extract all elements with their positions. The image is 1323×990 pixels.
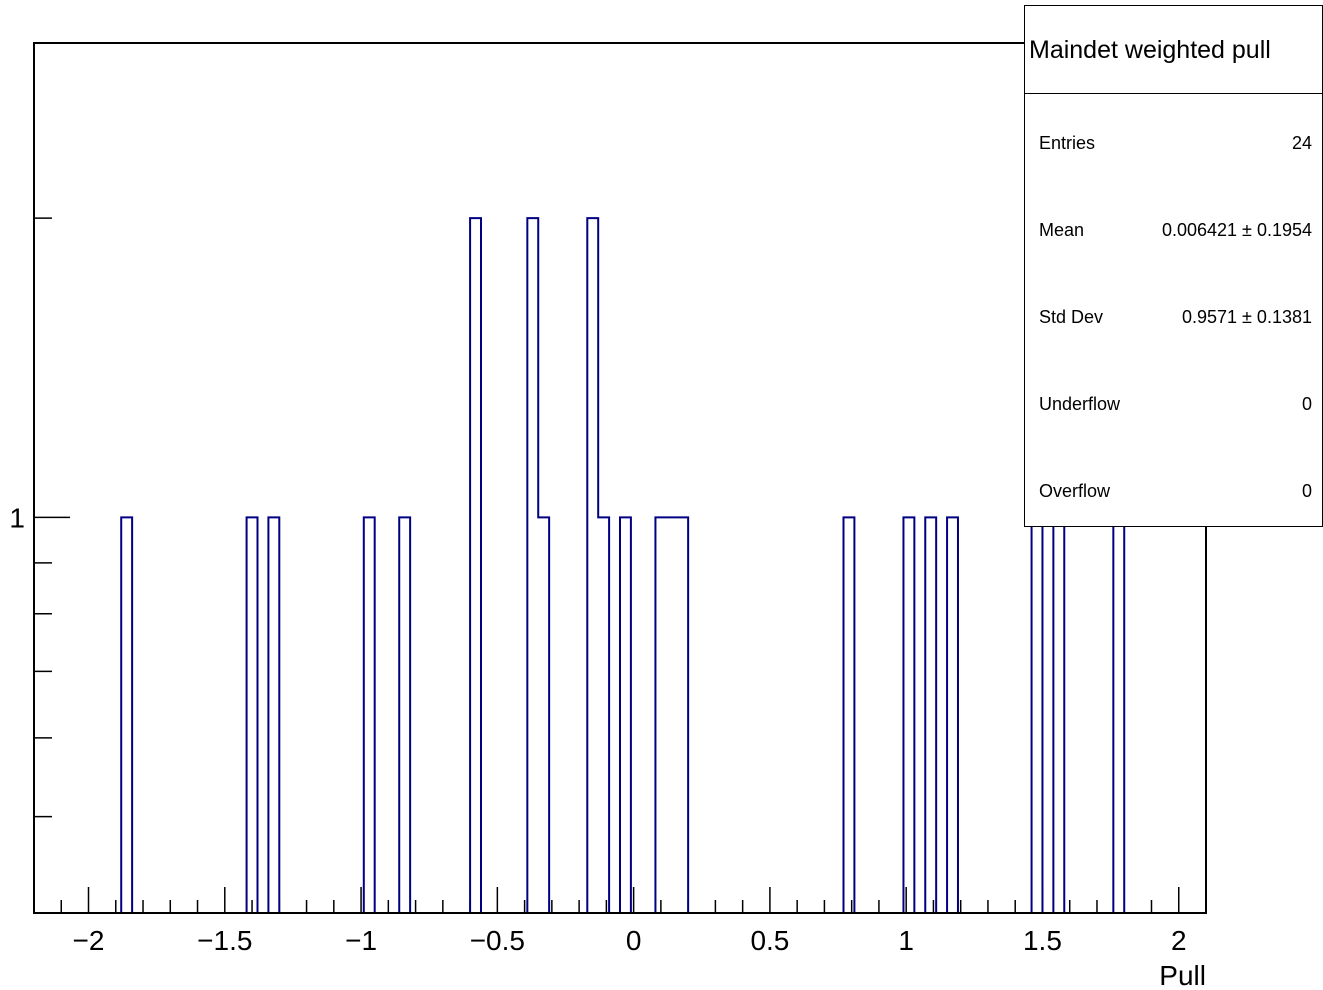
x-tick-label: −0.5 [470, 925, 525, 956]
stats-value: 0.9571 ± 0.1381 [1182, 307, 1312, 327]
stats-box: Maindet weighted pull Entries 24 Mean 0.… [1024, 5, 1323, 527]
stats-label: Entries [1039, 133, 1096, 153]
x-tick-label: −1.5 [197, 925, 252, 956]
x-axis-tick-labels: −2 −1.5 −1 −0.5 0 0.5 1 1.5 2 [73, 925, 1187, 956]
stats-title: Maindet weighted pull [1025, 6, 1322, 94]
stats-label: Underflow [1039, 394, 1121, 414]
stats-row-std-dev: Std Dev 0.9571 ± 0.1381 [1039, 302, 1312, 332]
y-axis-tick-labels: 1 [9, 502, 25, 533]
y-axis-ticks [34, 217, 70, 818]
y-tick-label: 1 [9, 502, 25, 533]
stats-row-mean: Mean 0.006421 ± 0.1954 [1039, 215, 1312, 245]
x-tick-label: −2 [73, 925, 105, 956]
stats-value: 0 [1301, 481, 1312, 501]
x-tick-label: −1 [345, 925, 377, 956]
stats-value: 24 [1291, 133, 1312, 153]
stats-row-entries: Entries 24 [1039, 128, 1312, 158]
stats-row-overflow: Overflow 0 [1039, 476, 1312, 506]
stats-label: Std Dev [1039, 307, 1104, 327]
stats-value: 0.006421 ± 0.1954 [1161, 220, 1312, 240]
stats-label: Mean [1039, 220, 1085, 240]
x-tick-label: 0 [626, 925, 642, 956]
x-axis-title: Pull [1159, 960, 1206, 990]
x-tick-label: 1.5 [1023, 925, 1062, 956]
x-tick-label: 2 [1171, 925, 1187, 956]
x-tick-label: 1 [898, 925, 914, 956]
x-tick-label: 0.5 [750, 925, 789, 956]
stats-label: Overflow [1039, 481, 1111, 501]
stats-row-underflow: Underflow 0 [1039, 389, 1312, 419]
stats-value: 0 [1301, 394, 1312, 414]
